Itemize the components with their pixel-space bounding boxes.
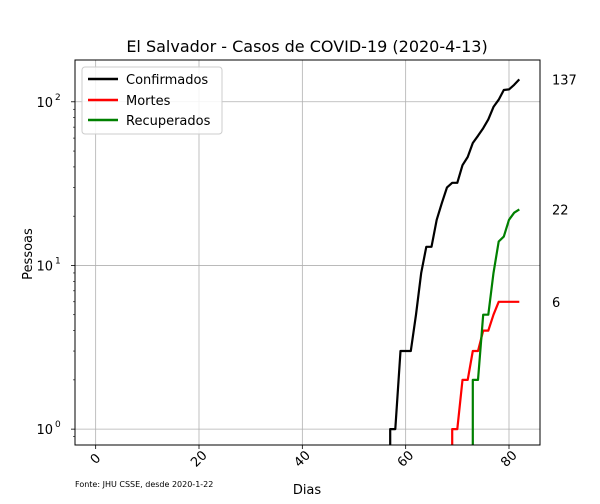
series-line-recuperados [471, 208, 520, 445]
x-axis-label: Dias [293, 483, 322, 498]
legend-label-mortes: Mortes [126, 94, 171, 109]
legend-box [81, 66, 223, 135]
series-lines [389, 78, 521, 445]
series-end-labels: 137 6 22 [552, 73, 577, 310]
legend-label-recuperados: Recuperados [126, 114, 211, 129]
y-tick-label: 10 [36, 259, 53, 274]
series-line-mortes [451, 300, 520, 445]
y-tick-exponent: 0 [55, 420, 61, 430]
plot-frame [74, 59, 541, 446]
source-note: Fonte: JHU CSSE, desde 2020-1-22 [75, 480, 213, 489]
y-tick-exponent: 2 [55, 93, 61, 103]
y-tick-label: 10 [36, 96, 53, 111]
legend-label-confirmados: Confirmados [126, 73, 208, 88]
y-tick-exponent: 1 [55, 256, 61, 266]
series-line-confirmados [389, 78, 521, 445]
y-tick-label: 10 [36, 423, 53, 438]
y-axis-label: Pessoas [21, 228, 36, 280]
chart-title: El Salvador - Casos de COVID-19 (2020-4-… [126, 37, 487, 56]
legend: Confirmados Mortes Recuperados [81, 66, 223, 135]
end-label-mortes: 6 [552, 296, 560, 311]
end-label-recuperados: 22 [552, 203, 569, 218]
end-label-confirmados: 137 [552, 73, 577, 88]
